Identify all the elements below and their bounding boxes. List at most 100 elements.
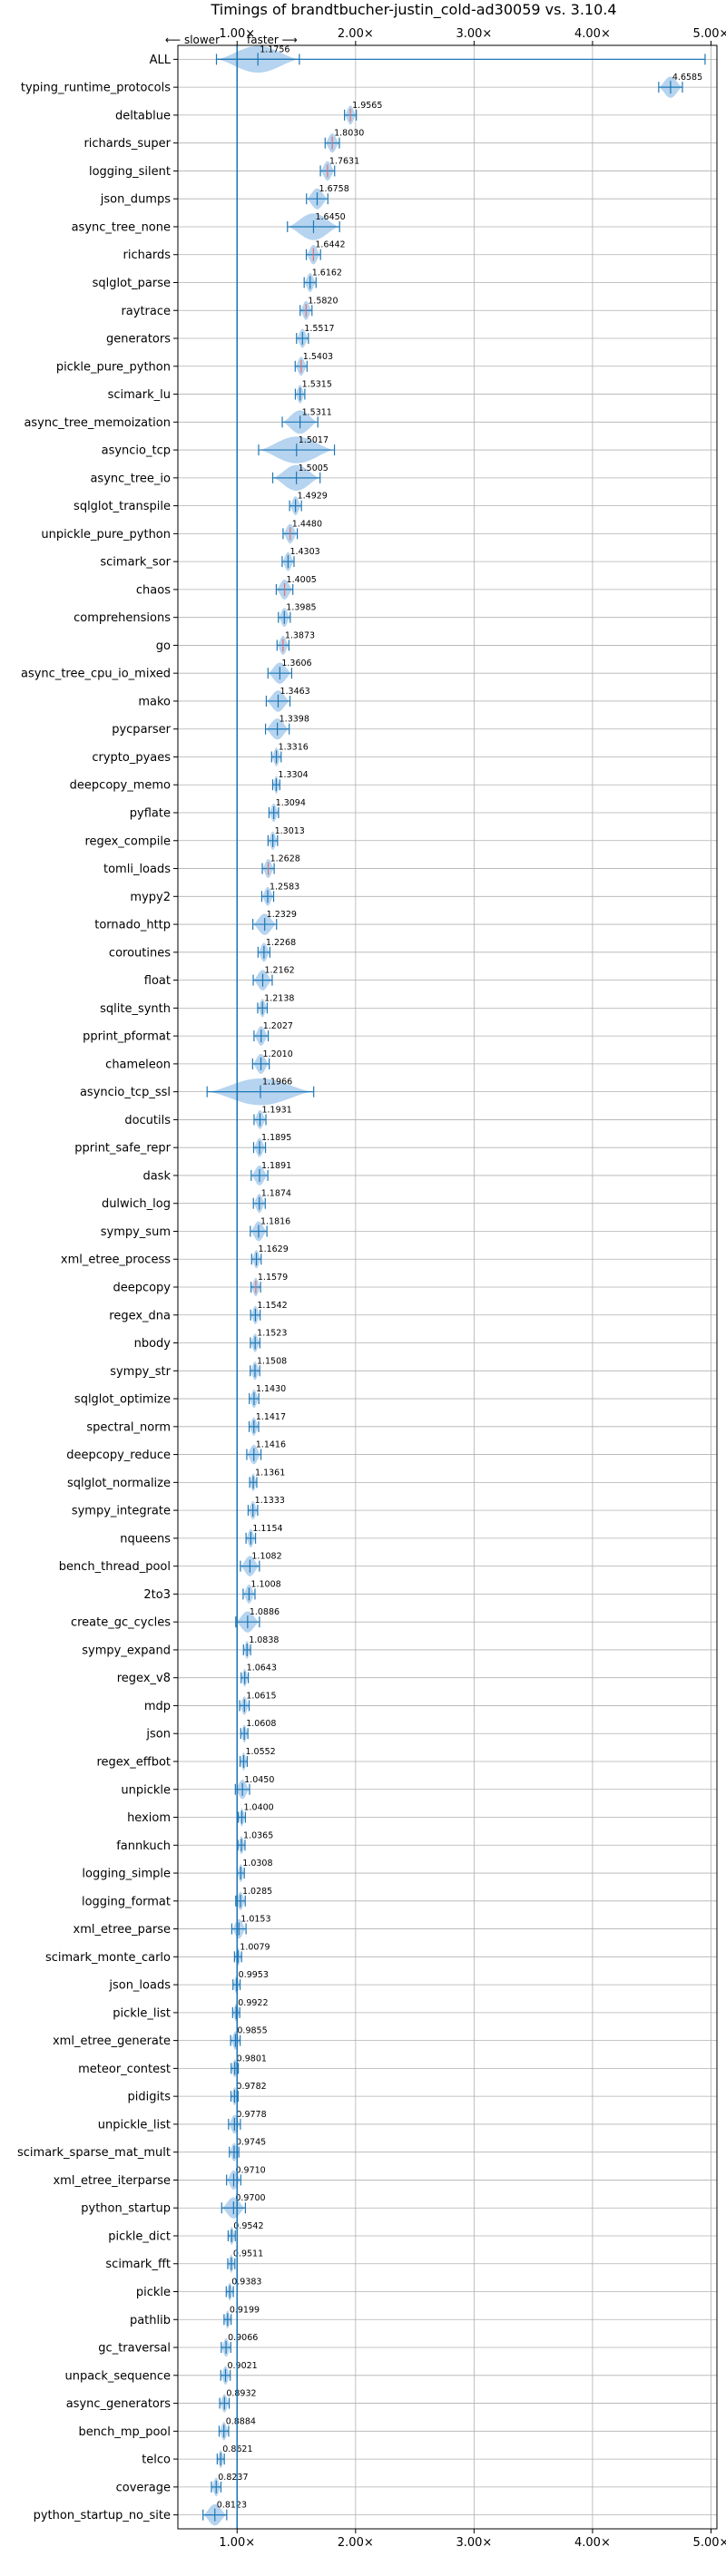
value-label: 0.9922 — [238, 1998, 268, 2008]
value-label: 1.1333 — [255, 1496, 285, 1506]
x-tick-label-bottom: 4.00× — [574, 2536, 611, 2550]
row-label: sympy_integrate — [72, 1505, 171, 1518]
value-label: 1.5517 — [304, 324, 334, 334]
row-label: mdp — [144, 1700, 171, 1713]
row-label: unpickle_list — [98, 2118, 171, 2132]
row-label: nqueens — [120, 1532, 171, 1546]
value-label: 1.6450 — [315, 212, 345, 222]
row-label: tornado_http — [94, 919, 171, 932]
value-label: 1.4929 — [298, 492, 328, 502]
value-label: 0.9066 — [228, 2333, 258, 2343]
value-label: 1.0450 — [244, 1775, 274, 1785]
value-label: 1.1629 — [259, 1244, 289, 1254]
row-label: sympy_expand — [82, 1644, 171, 1657]
row-label: pickle_pure_python — [56, 360, 171, 374]
value-label: 1.1508 — [257, 1356, 287, 1366]
row-label: pickle_dict — [108, 2230, 171, 2243]
row-label: mako — [138, 695, 171, 708]
row-label: regex_v8 — [117, 1672, 171, 1685]
value-label: 1.6442 — [315, 240, 345, 250]
value-label: 1.5005 — [299, 463, 329, 473]
value-label: 0.9511 — [233, 2249, 263, 2259]
value-label: 1.0838 — [249, 1635, 279, 1645]
row-label: sqlglot_normalize — [67, 1477, 171, 1490]
row-label: chaos — [136, 583, 171, 597]
row-label: python_startup — [81, 2202, 171, 2216]
x-tick-label-top: 4.00× — [574, 27, 611, 41]
row-label: deepcopy_memo — [70, 779, 171, 793]
row-label: deepcopy_reduce — [66, 1449, 171, 1462]
row-label: sqlglot_transpile — [74, 500, 171, 513]
value-label: 1.1874 — [261, 1189, 291, 1199]
value-label: 0.9199 — [230, 2305, 260, 2315]
value-label: 1.2329 — [267, 910, 297, 920]
value-label: 1.2628 — [270, 854, 300, 864]
value-label: 1.7631 — [329, 156, 359, 166]
row-label: scimark_monte_carlo — [45, 1951, 171, 1965]
row-label: pprint_safe_repr — [74, 1142, 171, 1156]
row-label: bench_thread_pool — [59, 1560, 171, 1574]
value-label: 0.8123 — [217, 2501, 247, 2511]
value-label: 0.8884 — [226, 2416, 256, 2426]
value-label: 1.3606 — [281, 659, 311, 668]
row-label: generators — [106, 333, 171, 346]
row-label: pathlib — [130, 2314, 171, 2327]
x-tick-label-bottom: 5.00× — [693, 2536, 726, 2550]
value-label: 1.3873 — [285, 630, 315, 640]
value-label: 1.3013 — [275, 826, 305, 836]
row-label: async_tree_none — [72, 220, 171, 234]
row-label: pidigits — [128, 2091, 172, 2104]
row-label: raytrace — [121, 305, 171, 318]
row-label: gc_traversal — [98, 2342, 171, 2356]
row-label: python_startup_no_site — [34, 2509, 171, 2522]
value-label: 1.1966 — [262, 1078, 292, 1088]
value-label: 1.1430 — [256, 1384, 286, 1394]
value-label: 0.8932 — [226, 2389, 256, 2399]
row-label: async_tree_io — [90, 472, 171, 485]
row-label: float — [144, 974, 171, 988]
value-label: 1.1417 — [256, 1412, 286, 1422]
value-label: 1.5820 — [308, 296, 338, 306]
value-label: 1.5403 — [303, 352, 333, 362]
value-label: 0.9953 — [239, 1970, 269, 1980]
row-label: async_tree_memoization — [24, 416, 171, 430]
value-label: 1.3316 — [279, 742, 309, 752]
row-label: async_tree_cpu_io_mixed — [21, 668, 171, 681]
value-label: 1.2010 — [263, 1049, 293, 1059]
value-label: 0.9855 — [237, 2026, 267, 2036]
value-label: 1.1756 — [260, 44, 289, 54]
value-label: 0.9542 — [233, 2221, 263, 2231]
value-label: 1.3463 — [280, 687, 309, 697]
row-label: xml_etree_iterparse — [53, 2174, 171, 2188]
row-label: dask — [142, 1169, 171, 1183]
value-label: 1.1008 — [250, 1579, 280, 1589]
value-label: 0.9801 — [237, 2054, 267, 2064]
row-label: json_loads — [108, 1979, 171, 1993]
row-label: pickle — [136, 2286, 171, 2299]
value-label: 1.6758 — [319, 184, 349, 194]
value-label: 1.6162 — [312, 268, 342, 278]
row-label: xml_etree_parse — [74, 1923, 171, 1937]
value-label: 1.2268 — [266, 938, 296, 948]
row-label: tomli_loads — [103, 863, 171, 876]
value-label: 1.2027 — [263, 1021, 293, 1031]
value-label: 1.0615 — [246, 1691, 276, 1701]
value-label: 0.9383 — [231, 2278, 261, 2288]
value-label: 1.3398 — [280, 715, 309, 725]
value-label: 1.5311 — [302, 407, 332, 417]
row-label: typing_runtime_protocols — [21, 82, 171, 95]
value-label: 1.0552 — [245, 1747, 275, 1757]
row-label: sympy_str — [110, 1365, 171, 1379]
row-label: logging_simple — [82, 1868, 171, 1881]
x-tick-label-top: 5.00× — [693, 27, 726, 41]
value-label: 1.4480 — [292, 519, 322, 529]
plot-area: 1.1756 4.6585 1.9565 1.8030 1.7631 1.6758 1.64… — [202, 44, 706, 2529]
x-tick-label-bottom: 2.00× — [338, 2536, 374, 2550]
faster-label: faster ⟶ — [247, 34, 298, 46]
x-tick-label-top: 3.00× — [456, 27, 492, 41]
value-label: 1.1542 — [257, 1301, 287, 1311]
row-label: ALL — [150, 54, 172, 67]
axes: 1.00× 1.00× 2.00× 2.00× 3.00× 3.00× 4.00× 4.00×… — [17, 27, 726, 2550]
x-tick-label-bottom: 3.00× — [456, 2536, 492, 2550]
